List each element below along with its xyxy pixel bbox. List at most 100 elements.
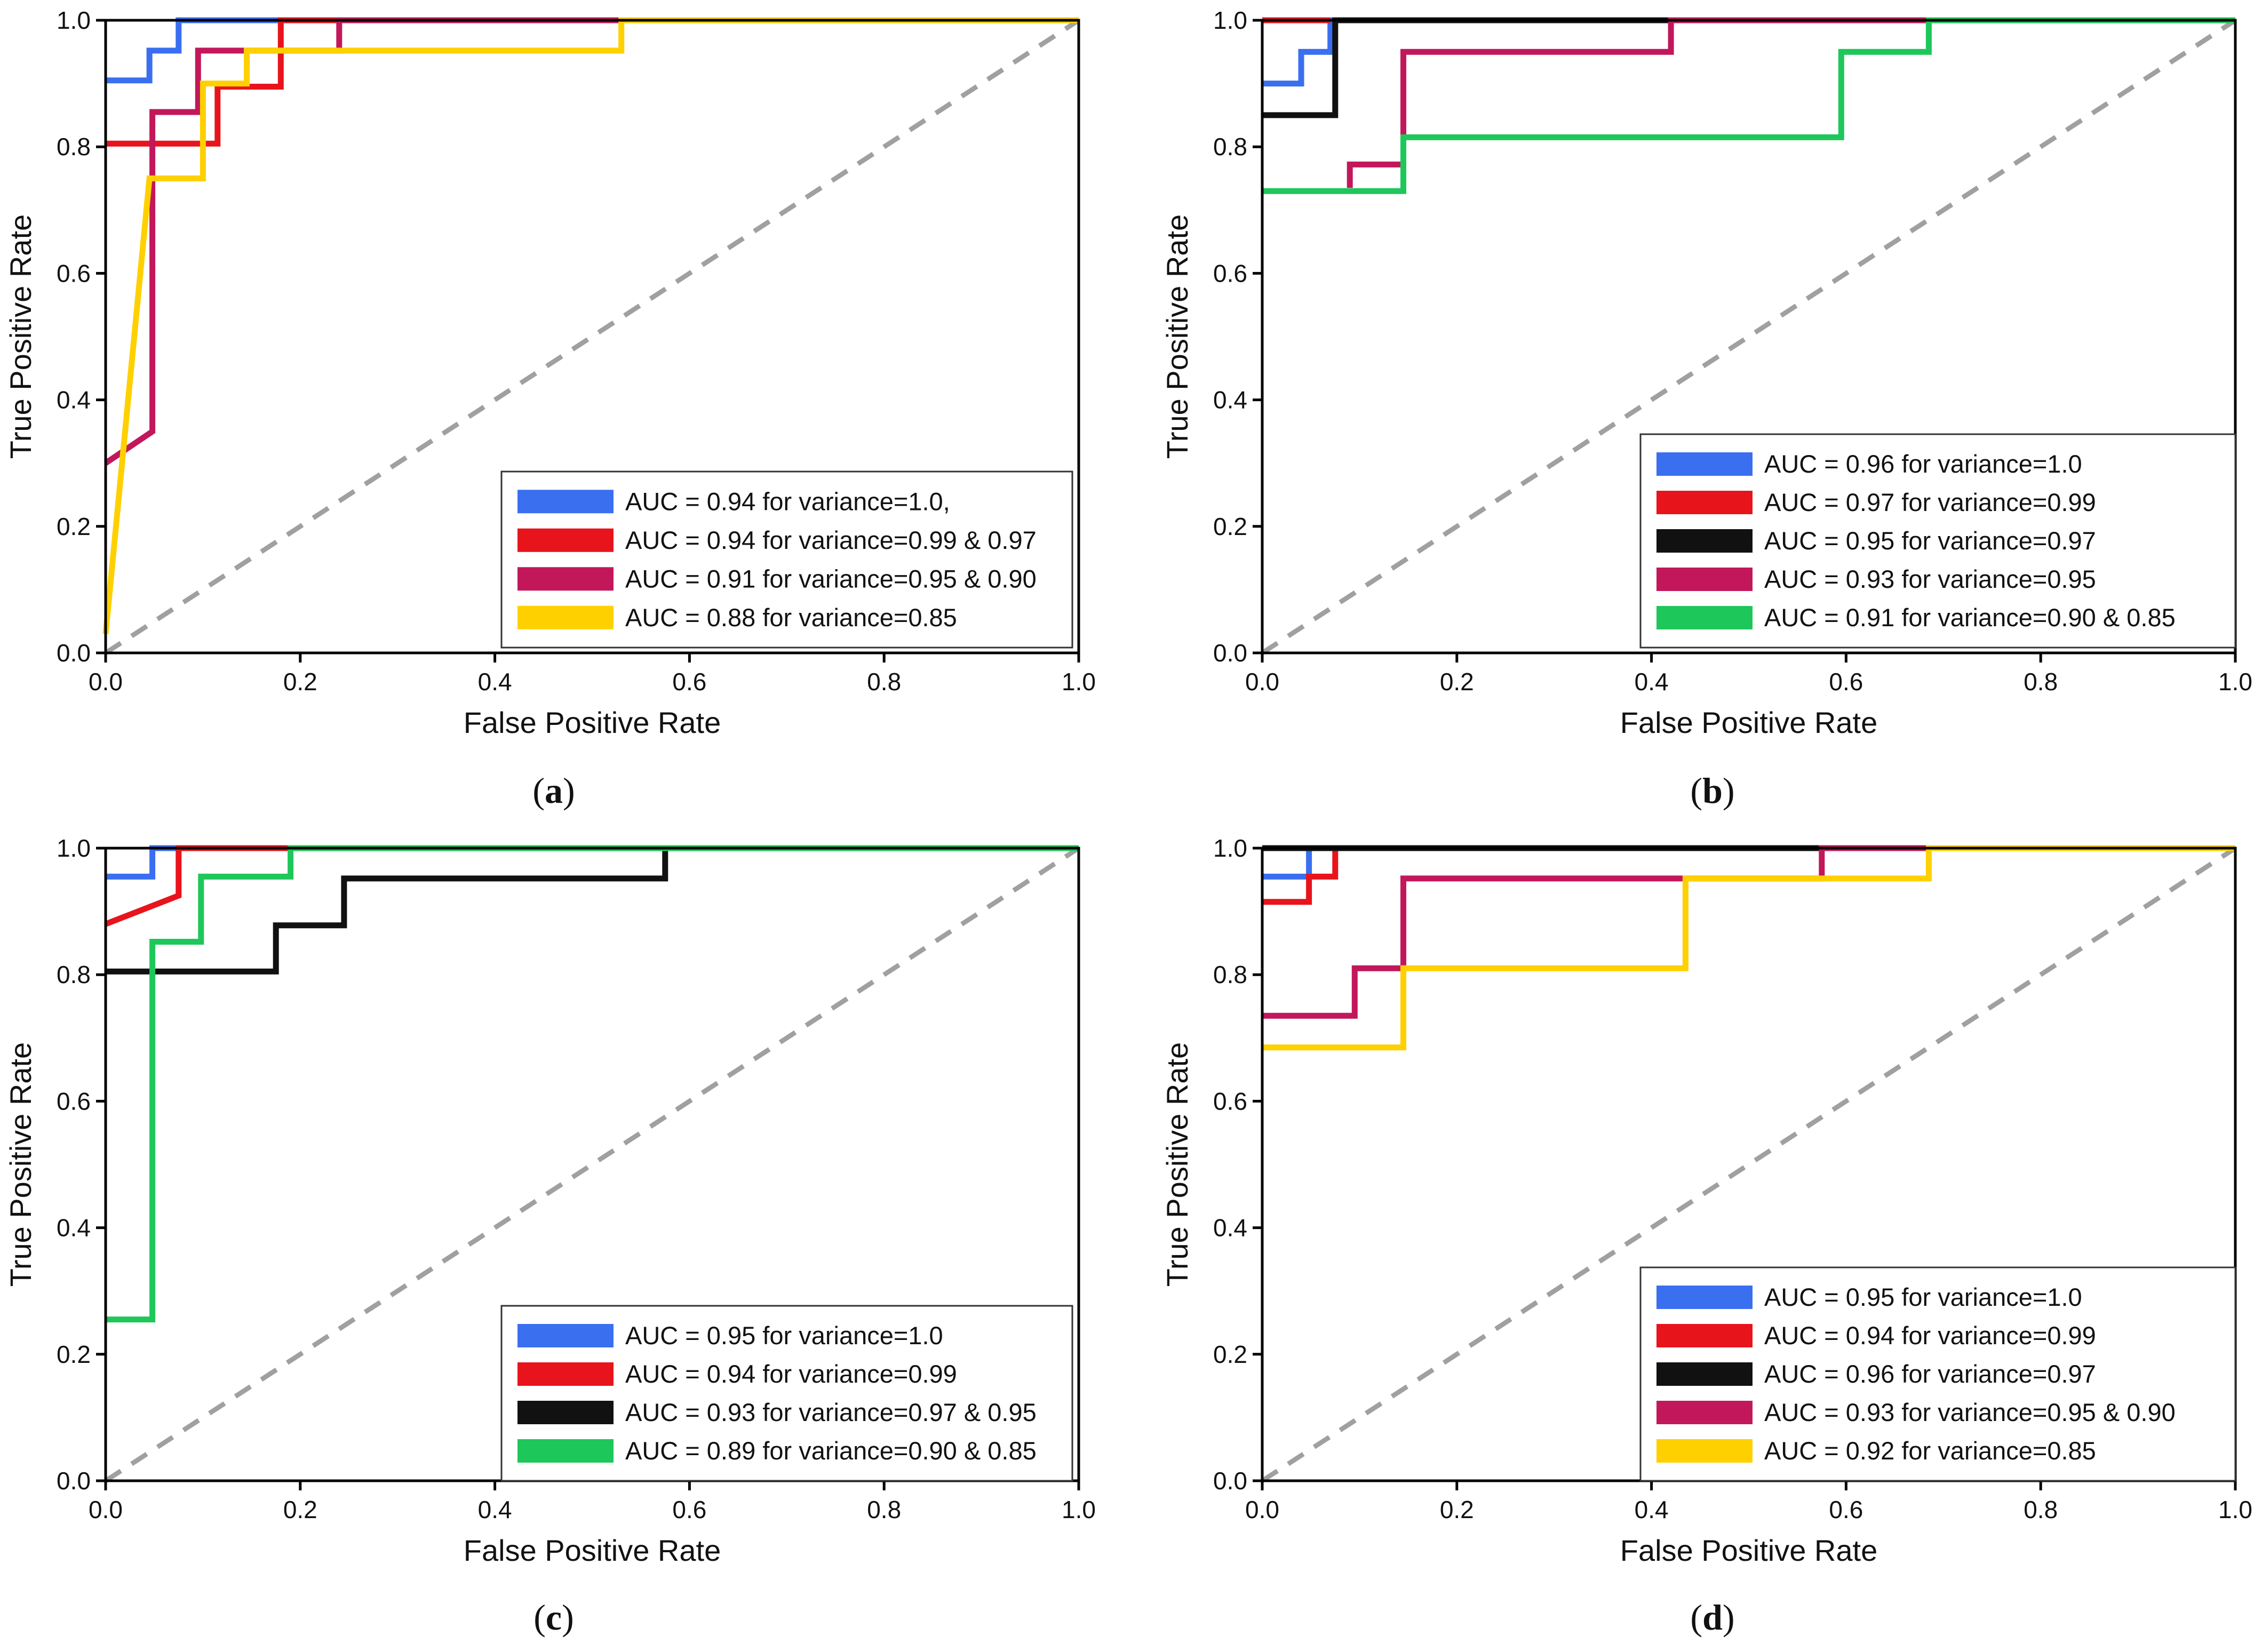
legend-label: AUC = 0.97 for variance=0.99 [1764,488,2096,516]
y-tick-label: 0.6 [57,1087,91,1115]
x-tick-label: 0.0 [1245,1496,1279,1523]
y-tick-label: 0.8 [57,133,91,161]
y-tick-label: 0.4 [57,386,91,414]
plot-frame [1261,19,2237,655]
legend-label: AUC = 0.94 for variance=0.99 [1764,1321,2096,1350]
panel-caption: (a) [532,770,575,811]
legend-label: AUC = 0.89 for variance=0.90 & 0.85 [625,1436,1037,1465]
legend-swatch [1656,1286,1753,1309]
y-tick-label: 0.8 [1213,133,1247,161]
x-axis-title: False Positive Rate [464,1534,721,1567]
x-tick-label: 0.0 [89,1496,123,1523]
x-tick-label: 1.0 [2218,668,2252,696]
legend-swatch [517,528,614,552]
y-tick-label: 0.4 [1213,386,1247,414]
x-tick-label: 0.4 [478,668,512,696]
legend-swatch [517,1324,614,1347]
legend-label: AUC = 0.95 for variance=0.97 [1764,526,2096,555]
legend-label: AUC = 0.91 for variance=0.90 & 0.85 [1764,603,2176,632]
y-tick-label: 0.4 [57,1214,91,1242]
plot-frame [104,19,1080,655]
legend-swatch [517,1401,614,1424]
legend-label: AUC = 0.93 for variance=0.95 & 0.90 [1764,1398,2176,1426]
y-tick-label: 0.4 [1213,1214,1247,1242]
x-tick-label: 0.6 [672,668,706,696]
y-axis-title: True Positive Rate [1160,1042,1194,1287]
legend-swatch [1656,1362,1753,1386]
roc-curve-a-2 [103,17,1079,466]
y-axis-title: True Positive Rate [1160,214,1194,459]
legend-swatch [1656,606,1753,629]
y-tick-label: 0.0 [1213,639,1247,667]
legend-label: AUC = 0.93 for variance=0.97 & 0.95 [625,1398,1037,1426]
x-tick-label: 0.4 [1635,1496,1669,1523]
diagonal-reference-line [1261,18,2237,655]
legend-swatch [1656,491,1753,514]
legend-swatch [1656,1324,1753,1347]
y-tick-label: 0.2 [57,1340,91,1368]
diagonal-reference-line [104,18,1080,655]
x-tick-label: 1.0 [1062,668,1096,696]
x-axis-title: False Positive Rate [1620,1534,1877,1567]
legend-swatch [517,1362,614,1386]
legend-swatch [1656,1401,1753,1424]
roc-curve-c-0 [106,845,179,880]
x-tick-label: 0.6 [1829,668,1863,696]
x-tick-label: 0.8 [867,668,901,696]
panel-caption: (b) [1690,770,1734,811]
legend-swatch [1656,529,1753,553]
legend: AUC = 0.94 for variance=1.0, AUC = 0.94 f… [500,470,1073,649]
legend-swatch [1656,568,1753,591]
y-tick-label: 1.0 [1213,6,1247,34]
legend-label: AUC = 0.94 for variance=1.0, [625,487,950,515]
legend: AUC = 0.96 for variance=1.0 AUC = 0.97 fo… [1639,433,2236,649]
y-tick-label: 1.0 [1213,834,1247,862]
legend-label: AUC = 0.95 for variance=1.0 [625,1321,943,1350]
x-tick-label: 0.0 [89,668,123,696]
panel-d: 0.0 0.2 0.4 0.6 0.8 1.0 0.0 0.2 0.4 0.6 0.8 1.0 Fals… [1160,834,2252,1638]
legend-swatch [517,1439,614,1463]
y-tick-label: 0.6 [1213,1087,1247,1115]
x-tick-label: 1.0 [1062,1496,1096,1523]
y-axis-title: True Positive Rate [4,214,37,459]
legend-label: AUC = 0.94 for variance=0.99 & 0.97 [625,526,1037,554]
y-tick-label: 0.0 [1213,1467,1247,1495]
legend-label: AUC = 0.88 for variance=0.85 [625,603,957,632]
x-tick-label: 1.0 [2218,1496,2252,1523]
roc-curve-c-3 [106,845,1079,1323]
legend-label: AUC = 0.95 for variance=1.0 [1764,1283,2082,1311]
legend-label: AUC = 0.92 for variance=0.85 [1764,1436,2096,1465]
x-axis-title: False Positive Rate [464,706,721,739]
y-tick-label: 0.6 [1213,259,1247,287]
y-tick-label: 0.2 [57,513,91,540]
roc-curve-c-2 [106,848,668,975]
legend-swatch [1656,1439,1753,1463]
y-tick-label: 0.8 [57,961,91,988]
legend-swatch [517,605,614,629]
x-tick-label: 0.0 [1245,668,1279,696]
panel-caption: (d) [1690,1597,1734,1638]
x-tick-label: 0.2 [1440,668,1474,696]
panel-caption: (c) [533,1597,574,1638]
x-tick-label: 0.6 [672,1496,706,1523]
y-tick-label: 0.8 [1213,961,1247,988]
legend-label: AUC = 0.94 for variance=0.99 [625,1360,957,1388]
x-tick-label: 0.2 [283,668,317,696]
x-tick-label: 0.8 [2024,1496,2058,1523]
y-tick-label: 0.2 [1213,1340,1247,1368]
x-tick-label: 0.6 [1829,1496,1863,1523]
x-tick-label: 0.4 [478,1496,512,1523]
roc-curve-d-0 [1262,845,1335,880]
x-tick-label: 0.8 [867,1496,901,1523]
y-tick-label: 0.0 [57,1467,91,1495]
legend: AUC = 0.95 for variance=1.0 AUC = 0.94 fo… [1639,1266,2236,1482]
legend-label: AUC = 0.93 for variance=0.95 [1764,565,2096,593]
roc-curve-d-4 [1262,845,2235,1051]
legend: AUC = 0.95 for variance=1.0 AUC = 0.94 fo… [500,1305,1073,1482]
y-tick-label: 0.0 [57,639,91,667]
y-tick-label: 1.0 [57,6,91,34]
x-tick-label: 0.2 [1440,1496,1474,1523]
roc-curve-a-3 [102,17,1079,634]
legend-swatch [517,490,614,514]
